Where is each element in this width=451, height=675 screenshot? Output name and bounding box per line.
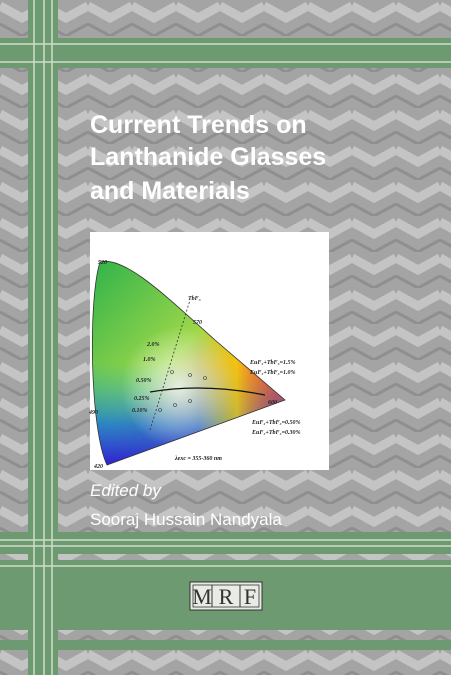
figure-label: 0.10%: [132, 408, 148, 414]
title-line: Current Trends on: [90, 111, 307, 139]
figure-label: TbF₃: [188, 296, 201, 302]
figure-label: EuF₃+TbF₃=0.30%: [251, 430, 301, 436]
title-line: and Materials: [90, 177, 250, 205]
figure-label: 0.25%: [134, 396, 150, 402]
figure-label: 0.50%: [136, 378, 152, 384]
figure-label: EuF₃+TbF₃=1.0%: [249, 370, 296, 376]
figure: [90, 232, 329, 470]
figure-label: EuF₃+TbF₃=1.5%: [249, 360, 296, 366]
figure-label: 570: [193, 320, 202, 326]
logo-letter: M: [192, 584, 212, 609]
title-line: Lanthanide Glasses: [90, 143, 326, 171]
figure-label: EuF₃+TbF₃=0.50%: [251, 420, 301, 426]
logo-letter: R: [219, 584, 234, 609]
figure-label: 420: [93, 464, 103, 470]
figure-label: 600: [268, 400, 277, 406]
figure-label: 2.0%: [146, 342, 160, 348]
figure-label: 490: [88, 410, 98, 416]
publisher-logo: [189, 581, 263, 611]
logo-letter: F: [244, 584, 256, 609]
figure-label: λexc = 355-360 nm: [174, 456, 222, 462]
figure-label: 1.0%: [143, 357, 156, 363]
editor-name: Sooraj Hussain Nandyala: [90, 510, 282, 529]
editor-label: Edited by: [90, 481, 162, 500]
figure-label: 520: [98, 260, 107, 266]
